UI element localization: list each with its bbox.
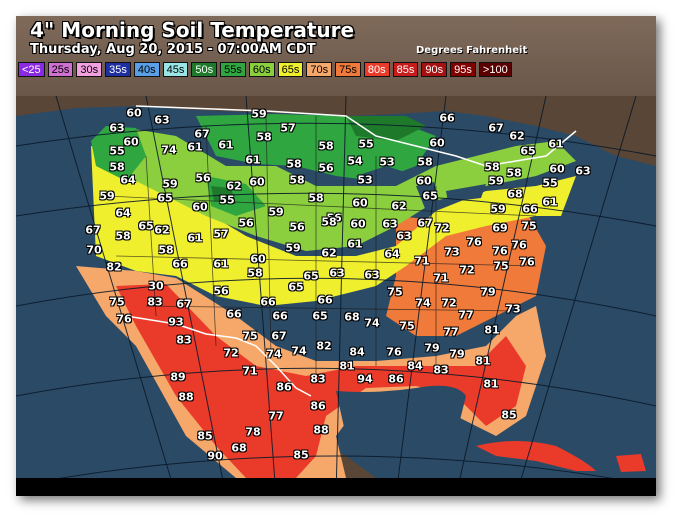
legend-swatch: 45s bbox=[162, 62, 189, 77]
legend-swatch: 65s bbox=[277, 62, 304, 77]
gulf-of-mexico bbox=[336, 385, 466, 456]
soil-temperature-map: 4" Morning Soil Temperature Thursday, Au… bbox=[16, 16, 656, 496]
legend-swatch: 55s bbox=[220, 62, 246, 77]
legend-swatch: 75s bbox=[335, 62, 361, 77]
color-legend: <25 25s 30s 35s 40s 45s 50s 55s 60s 65s 70s 75s 80s 8… bbox=[18, 62, 512, 77]
hispaniola bbox=[616, 454, 646, 472]
legend-swatch: 35s bbox=[105, 62, 131, 77]
great-lakes bbox=[356, 166, 411, 186]
bottom-bar bbox=[16, 478, 656, 496]
state-borders bbox=[105, 115, 537, 376]
legend-swatch: 70s bbox=[306, 62, 333, 77]
cuba bbox=[476, 441, 596, 471]
legend-swatch: 50s bbox=[191, 62, 218, 77]
canada-land bbox=[16, 96, 656, 166]
legend-swatch: >100 bbox=[478, 62, 512, 77]
legend-swatch: 90s bbox=[421, 62, 448, 77]
map-canvas bbox=[16, 16, 656, 496]
legend-swatch: 60s bbox=[248, 62, 275, 77]
legend-swatch: 25s bbox=[47, 62, 74, 77]
legend-swatch: 80s bbox=[363, 62, 390, 77]
legend-swatch: 85s bbox=[392, 62, 419, 77]
legend-swatch: 30s bbox=[76, 62, 103, 77]
map-subtitle: Thursday, Aug 20, 2015 - 07:00AM CDT bbox=[30, 42, 316, 57]
legend-swatch: 95s bbox=[450, 62, 476, 77]
legend-swatch: 40s bbox=[133, 62, 160, 77]
national-borders bbox=[125, 105, 577, 397]
legend-swatch: <25 bbox=[18, 62, 45, 77]
map-title: 4" Morning Soil Temperature bbox=[30, 18, 355, 42]
units-label: Degrees Fahrenheit bbox=[416, 45, 528, 56]
graticule bbox=[16, 95, 656, 496]
header-bar: 4" Morning Soil Temperature Thursday, Au… bbox=[16, 16, 656, 96]
